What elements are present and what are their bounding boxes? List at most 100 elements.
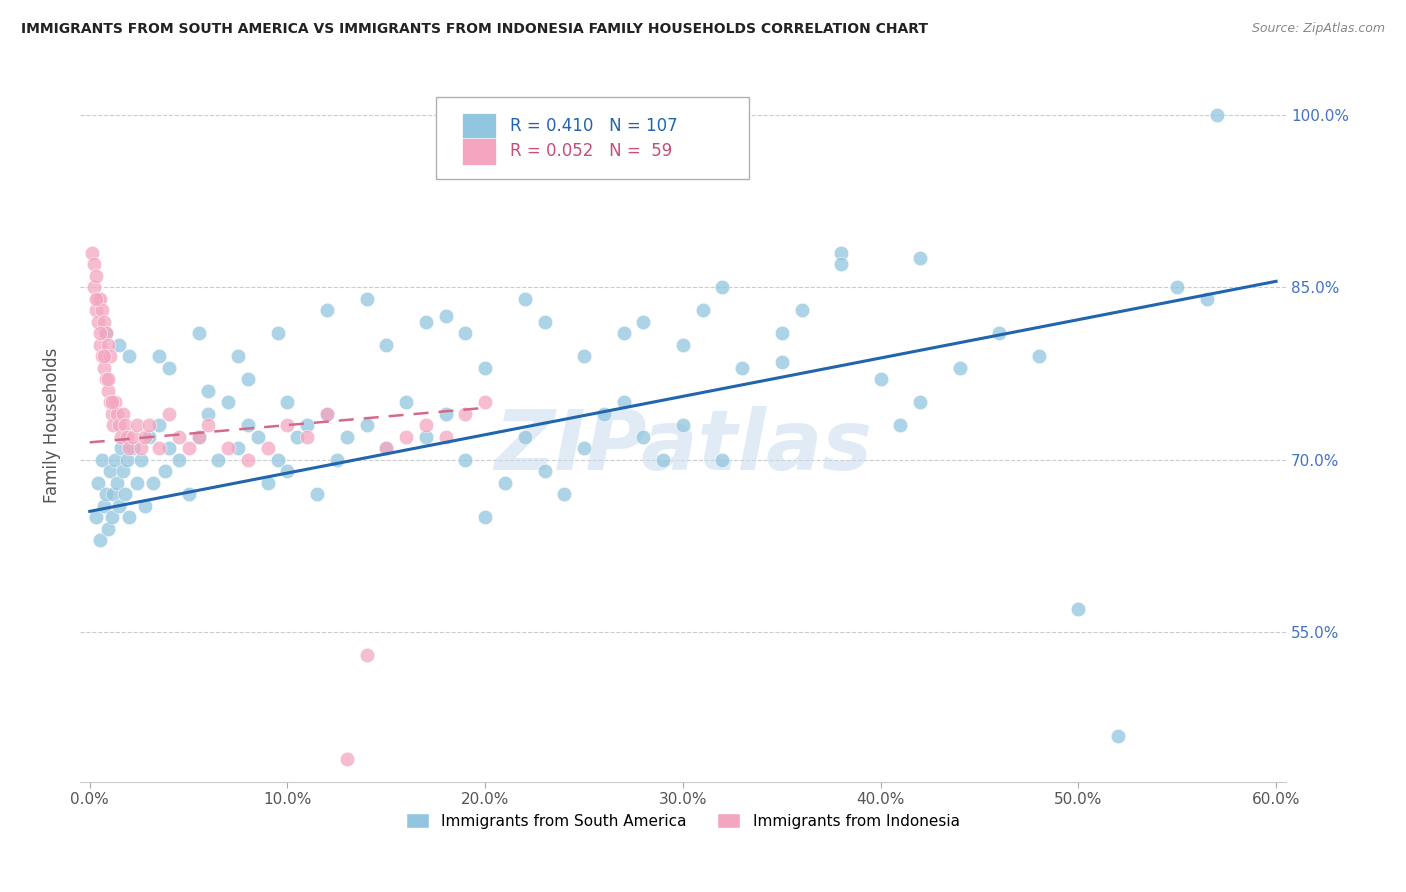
- Point: [148, 349, 170, 363]
- Point: [134, 429, 156, 443]
- Point: [86, 292, 108, 306]
- Point: [869, 372, 891, 386]
- Point: [122, 429, 145, 443]
- Point: [187, 429, 209, 443]
- Point: [177, 487, 200, 501]
- Point: [1166, 280, 1188, 294]
- Point: [177, 441, 200, 455]
- Point: [395, 429, 418, 443]
- Point: [118, 510, 141, 524]
- Point: [592, 407, 614, 421]
- Point: [415, 418, 437, 433]
- Point: [187, 326, 209, 340]
- Point: [226, 349, 249, 363]
- Point: [513, 429, 536, 443]
- Point: [513, 292, 536, 306]
- Point: [217, 395, 239, 409]
- Point: [454, 407, 477, 421]
- Point: [375, 441, 398, 455]
- Point: [236, 372, 259, 386]
- Point: [89, 292, 111, 306]
- Point: [90, 349, 112, 363]
- Point: [474, 395, 496, 409]
- Bar: [463, 112, 496, 140]
- Point: [104, 395, 127, 409]
- Point: [672, 418, 695, 433]
- Point: [474, 510, 496, 524]
- Point: [84, 303, 107, 318]
- Point: [157, 441, 180, 455]
- Point: [80, 245, 103, 260]
- Point: [454, 452, 477, 467]
- Point: [90, 303, 112, 318]
- Point: [553, 487, 575, 501]
- Point: [633, 315, 655, 329]
- Point: [103, 418, 125, 433]
- Point: [672, 337, 695, 351]
- Point: [613, 326, 636, 340]
- Point: [533, 464, 555, 478]
- Point: [118, 349, 141, 363]
- Point: [316, 407, 339, 421]
- Point: [93, 499, 115, 513]
- Point: [830, 257, 852, 271]
- Point: [1205, 107, 1227, 121]
- Point: [83, 257, 105, 271]
- Point: [94, 326, 117, 340]
- Point: [256, 475, 278, 490]
- Point: [122, 441, 145, 455]
- Text: Source: ZipAtlas.com: Source: ZipAtlas.com: [1251, 22, 1385, 36]
- Point: [148, 441, 170, 455]
- Point: [157, 407, 180, 421]
- Text: ZIPatlas: ZIPatlas: [494, 406, 872, 487]
- Point: [129, 452, 152, 467]
- Point: [256, 441, 278, 455]
- Point: [908, 395, 931, 409]
- Point: [731, 360, 754, 375]
- Point: [108, 337, 131, 351]
- Point: [83, 280, 105, 294]
- Point: [307, 487, 329, 501]
- Y-axis label: Family Households: Family Households: [44, 347, 60, 503]
- Point: [118, 441, 141, 455]
- Point: [157, 360, 180, 375]
- Point: [89, 326, 111, 340]
- Point: [100, 407, 122, 421]
- Point: [336, 429, 359, 443]
- Point: [93, 360, 115, 375]
- Point: [142, 475, 165, 490]
- Point: [988, 326, 1011, 340]
- Point: [86, 315, 108, 329]
- Point: [375, 337, 398, 351]
- Point: [613, 395, 636, 409]
- Text: R = 0.052   N =  59: R = 0.052 N = 59: [510, 142, 672, 161]
- Point: [127, 475, 149, 490]
- Point: [415, 315, 437, 329]
- Point: [246, 429, 269, 443]
- Point: [96, 372, 118, 386]
- Point: [207, 452, 229, 467]
- Point: [285, 429, 308, 443]
- Point: [326, 452, 349, 467]
- Point: [297, 418, 319, 433]
- Point: [110, 441, 132, 455]
- Point: [434, 429, 457, 443]
- Point: [107, 407, 129, 421]
- Point: [89, 337, 111, 351]
- Point: [572, 441, 595, 455]
- Point: [104, 452, 127, 467]
- Point: [129, 441, 152, 455]
- Point: [276, 395, 298, 409]
- Point: [1107, 729, 1129, 743]
- Point: [108, 418, 131, 433]
- Point: [474, 360, 496, 375]
- Point: [100, 395, 122, 409]
- Point: [494, 475, 516, 490]
- Point: [770, 355, 793, 369]
- Point: [138, 429, 160, 443]
- Point: [226, 441, 249, 455]
- Point: [276, 418, 298, 433]
- Point: [96, 522, 118, 536]
- Point: [187, 429, 209, 443]
- Point: [100, 510, 122, 524]
